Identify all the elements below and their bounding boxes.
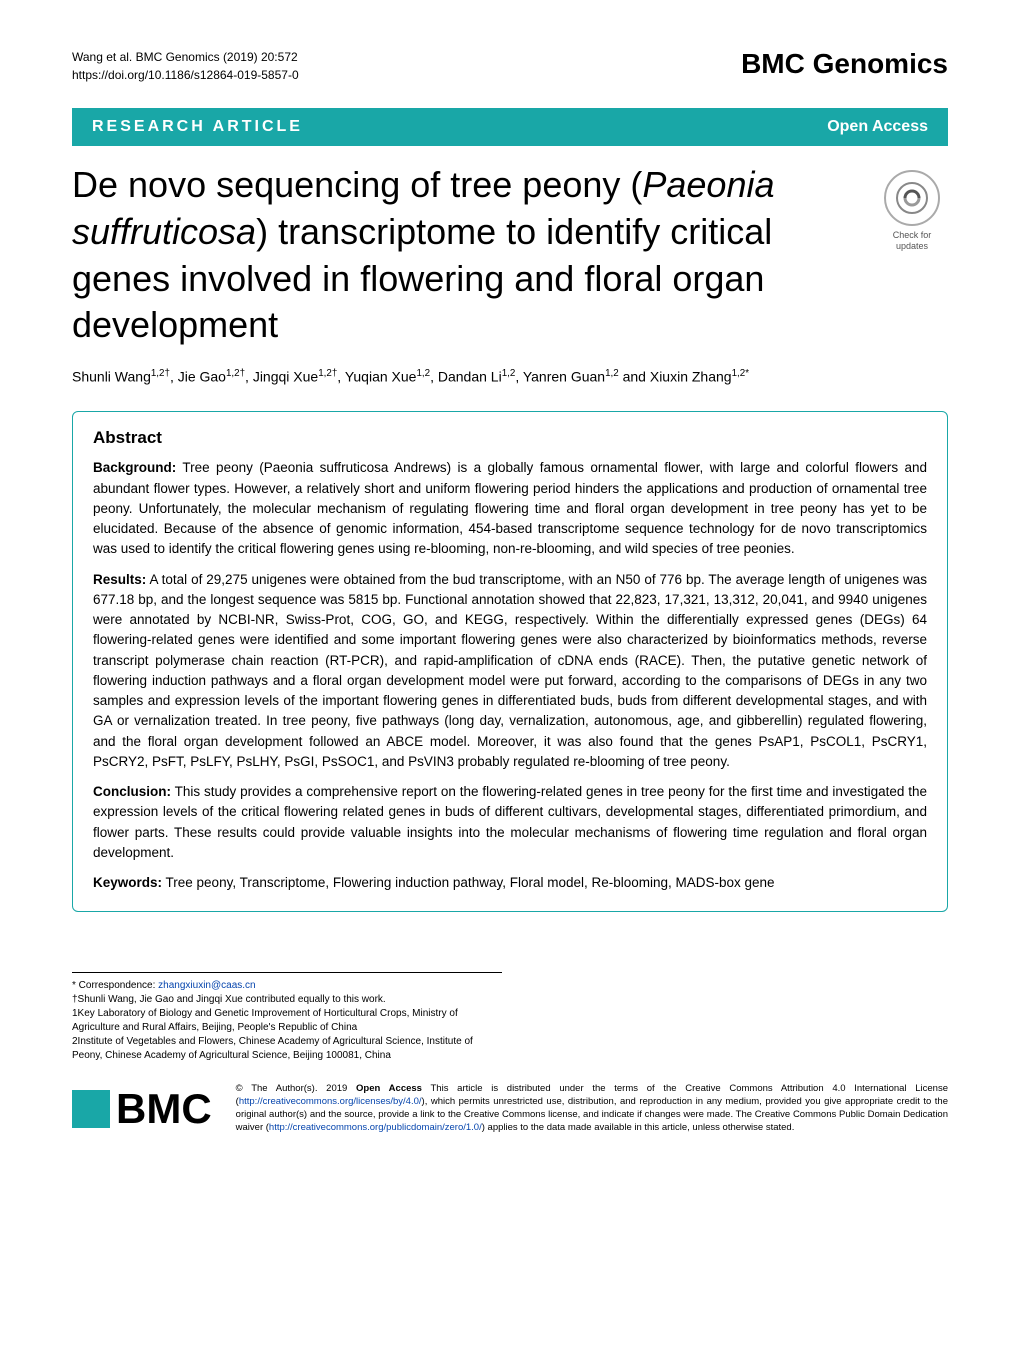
background-text: Tree peony (Paeonia suffruticosa Andrews… [93,460,927,556]
results-text: A total of 29,275 unigenes were obtained… [93,572,927,769]
bmc-square-icon [72,1090,110,1128]
title-area: De novo sequencing of tree peony (Paeoni… [72,162,948,349]
bmc-logo: BMC [72,1085,212,1133]
bottom-row: BMC © The Author(s). 2019 Open Access Th… [72,1083,948,1134]
citation-block: Wang et al. BMC Genomics (2019) 20:572 h… [72,48,299,84]
conclusion-label: Conclusion: [93,784,171,799]
results-label: Results: [93,572,146,587]
affiliation-1: 1Key Laboratory of Biology and Genetic I… [72,1007,502,1035]
abstract-box: Abstract Background: Tree peony (Paeonia… [72,411,948,912]
keywords-text: Tree peony, Transcriptome, Flowering ind… [162,875,775,890]
conclusion-text: This study provides a comprehensive repo… [93,784,927,860]
affiliation-2: 2Institute of Vegetables and Flowers, Ch… [72,1035,502,1063]
license-link-2[interactable]: http://creativecommons.org/publicdomain/… [269,1122,482,1133]
journal-logo-text: BMC Genomics [741,48,948,80]
title-pre: De novo sequencing of tree peony ( [72,164,642,205]
citation-line-1: Wang et al. BMC Genomics (2019) 20:572 [72,48,299,66]
abstract-conclusion: Conclusion: This study provides a compre… [93,782,927,863]
license-text: © The Author(s). 2019 Open Access This a… [236,1083,948,1134]
article-type-label: RESEARCH ARTICLE [92,118,303,136]
crossmark-icon [884,170,940,226]
abstract-keywords: Keywords: Tree peony, Transcriptome, Flo… [93,873,927,893]
citation-line-2: https://doi.org/10.1186/s12864-019-5857-… [72,66,299,84]
abstract-heading: Abstract [93,428,927,448]
license-end: ) applies to the data made available in … [482,1122,795,1133]
correspondence-footer: * Correspondence: zhangxiuxin@caas.cn †S… [72,972,502,1063]
background-label: Background: [93,460,176,475]
contribution-note: †Shunli Wang, Jie Gao and Jingqi Xue con… [72,993,502,1007]
correspondence-line: * Correspondence: zhangxiuxin@caas.cn [72,979,502,993]
check-updates-text: Check for updates [893,230,932,251]
authors-line: Shunli Wang1,2†, Jie Gao1,2†, Jingqi Xue… [72,367,948,387]
correspondence-label: * Correspondence: [72,980,158,991]
abstract-results: Results: A total of 29,275 unigenes were… [93,570,927,773]
license-pre: © The Author(s). 2019 [236,1083,356,1094]
check-updates-badge[interactable]: Check for updates [876,170,948,252]
license-open-access: Open Access [356,1083,422,1094]
header-row: Wang et al. BMC Genomics (2019) 20:572 h… [72,48,948,84]
article-title: De novo sequencing of tree peony (Paeoni… [72,162,876,349]
keywords-label: Keywords: [93,875,162,890]
open-access-label: Open Access [827,118,928,136]
article-type-banner: RESEARCH ARTICLE Open Access [72,108,948,146]
page-container: Wang et al. BMC Genomics (2019) 20:572 h… [0,0,1020,1175]
abstract-background: Background: Tree peony (Paeonia suffruti… [93,458,927,559]
correspondence-email[interactable]: zhangxiuxin@caas.cn [158,980,255,991]
license-link-1[interactable]: http://creativecommons.org/licenses/by/4… [239,1096,422,1107]
bmc-logo-text: BMC [116,1085,212,1133]
